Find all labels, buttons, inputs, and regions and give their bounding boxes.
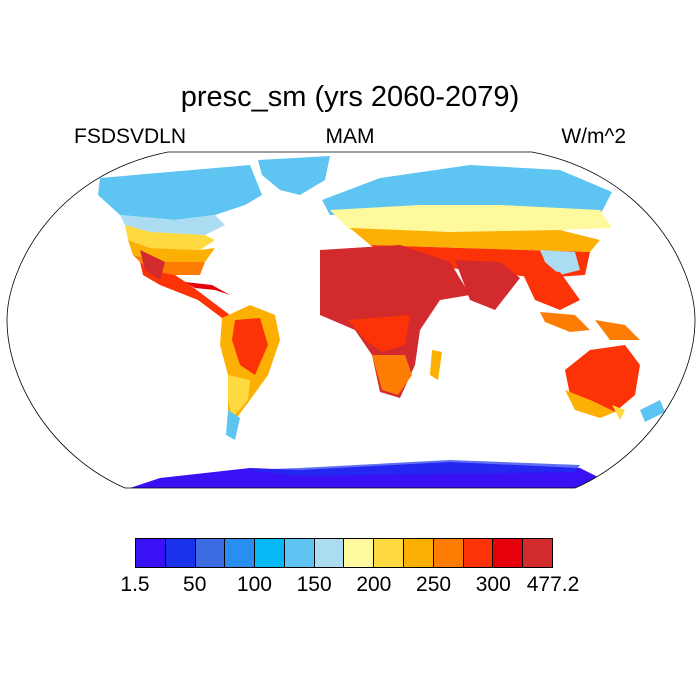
colorbar-box xyxy=(404,539,434,567)
season-label: MAM xyxy=(325,125,375,148)
colorbar-tick-label: 100 xyxy=(236,573,272,596)
colorbar-box xyxy=(136,539,166,567)
colorbar-box xyxy=(463,539,494,567)
colorbar-box xyxy=(314,539,345,567)
colorbar-box xyxy=(433,539,464,567)
colorbar-tick-label: 150 xyxy=(296,573,332,596)
new-zealand xyxy=(640,400,665,422)
colorbar-box xyxy=(225,539,256,567)
colorbar-box xyxy=(284,539,315,567)
colorbar-tick-label: 200 xyxy=(356,573,392,596)
colorbar-box xyxy=(493,539,524,567)
world-map xyxy=(6,151,696,489)
greenland xyxy=(258,156,330,195)
maritime-se-asia xyxy=(540,312,640,340)
colorbar-box xyxy=(255,539,285,567)
map-title: presc_sm (yrs 2060-2079) xyxy=(180,81,520,113)
colorbar xyxy=(135,538,553,568)
africa xyxy=(320,245,470,398)
globe-outline xyxy=(6,151,696,489)
units-label: W/m^2 xyxy=(561,125,626,148)
colorbar-box xyxy=(165,539,196,567)
colorbar-tick-label: 1.5 xyxy=(120,573,150,596)
colorbar-tick-label: 477.2 xyxy=(526,573,580,596)
colorbar-box xyxy=(523,539,552,567)
eurasia xyxy=(322,165,612,310)
variable-label: FSDSVDLN xyxy=(74,125,187,148)
colorbar-box xyxy=(374,539,405,567)
colorbar-tick-label: 250 xyxy=(416,573,452,596)
australia xyxy=(565,345,640,420)
colorbar-tick-label: 50 xyxy=(183,573,207,596)
colorbar-box xyxy=(195,539,226,567)
colorbar-tick-label: 300 xyxy=(475,573,511,596)
south-america xyxy=(220,305,280,440)
north-america xyxy=(98,165,262,318)
colorbar-box xyxy=(344,539,375,567)
